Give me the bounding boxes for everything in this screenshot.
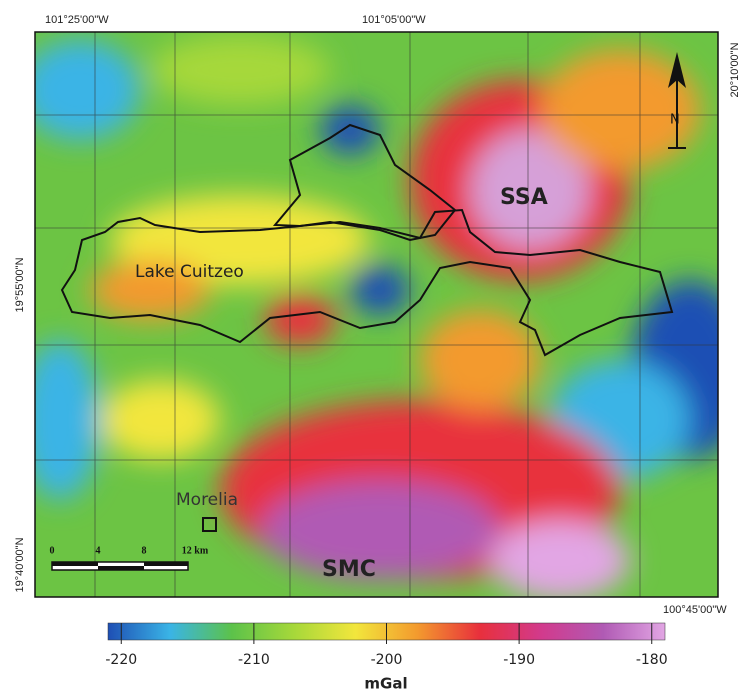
gravity-map bbox=[35, 32, 718, 597]
lake-outline bbox=[60, 208, 674, 357]
colorbar-tick-label: -220 bbox=[105, 652, 137, 668]
morelia-marker bbox=[202, 517, 217, 532]
north-arrow bbox=[668, 52, 686, 149]
region-label: SMC bbox=[322, 557, 376, 582]
region-label: SSA bbox=[500, 185, 548, 210]
scale-bar bbox=[51, 561, 189, 571]
coord-label: 20°10'00"N bbox=[729, 42, 741, 97]
map-frame bbox=[34, 31, 719, 598]
graticule bbox=[35, 32, 718, 597]
coord-label: 101°05'00"W bbox=[362, 14, 426, 26]
colorbar-tick-label: -200 bbox=[371, 652, 403, 668]
scale-label: 0 bbox=[50, 545, 55, 556]
coord-label: 100°45'00"W bbox=[663, 604, 727, 616]
colorbar-tick-label: -190 bbox=[503, 652, 535, 668]
lake-label: Lake Cuitzeo bbox=[135, 262, 244, 282]
scale-label: 4 bbox=[96, 545, 101, 556]
city-label: Morelia bbox=[176, 490, 238, 510]
coord-label: 19°55'00"N bbox=[14, 257, 26, 312]
north-label: N bbox=[670, 113, 680, 128]
colorbar-unit: mGal bbox=[364, 675, 407, 693]
colorbar-tick-label: -180 bbox=[636, 652, 668, 668]
colorbar-tick-label: -210 bbox=[238, 652, 270, 668]
lake-outline-north bbox=[272, 123, 457, 242]
scale-label: 8 bbox=[142, 545, 147, 556]
coord-label: 19°40'00"N bbox=[14, 537, 26, 592]
coord-label: 101°25'00"W bbox=[45, 14, 109, 26]
scale-label: 12 km bbox=[182, 545, 209, 556]
